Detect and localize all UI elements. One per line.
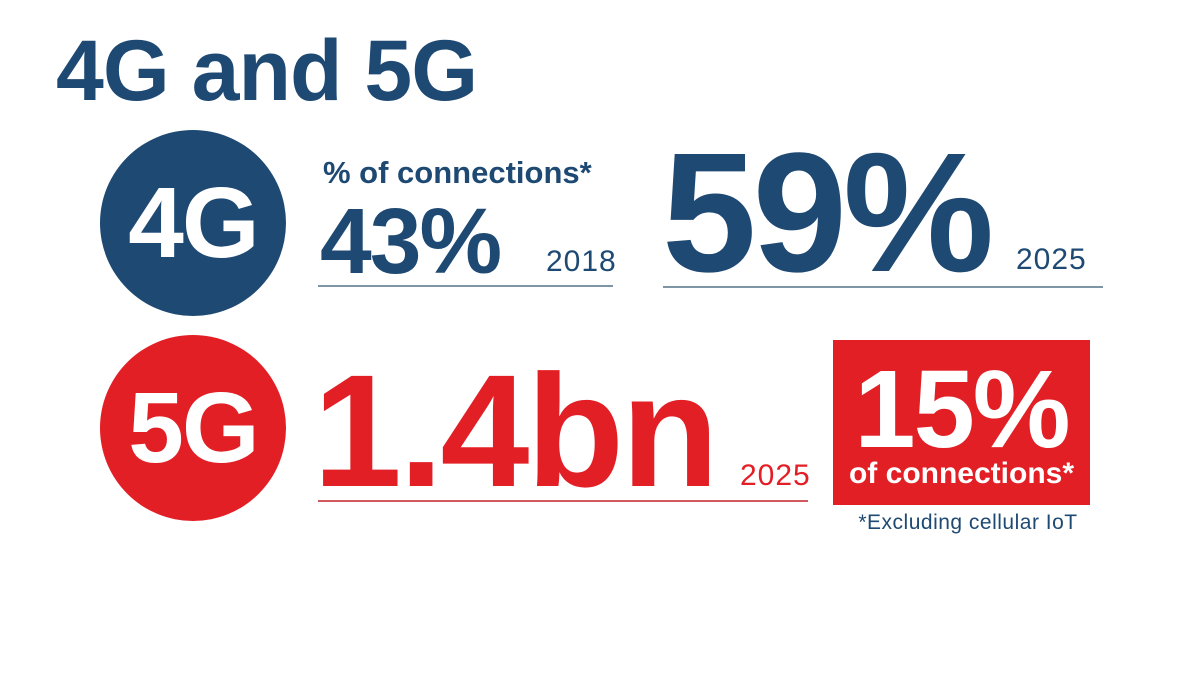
divider-5g-2025	[318, 500, 808, 502]
footnote: *Excluding cellular IoT	[858, 511, 1078, 534]
divider-4g-2025	[663, 286, 1103, 288]
4g-2018-year: 2018	[546, 245, 617, 278]
5g-badge: 5G	[100, 335, 286, 521]
5g-connections-value: 1.4bn	[313, 341, 719, 520]
4g-2018-value: 43%	[320, 189, 502, 293]
5g-connections-year: 2025	[740, 459, 811, 492]
5g-share-label: of connections*	[848, 457, 1074, 490]
4g-2025-year: 2025	[1016, 243, 1087, 276]
4g-badge: 4G	[100, 130, 286, 316]
4g-badge-label: 4G	[128, 167, 259, 279]
4g-2025-value: 59%	[662, 118, 994, 308]
divider-4g-2018	[318, 285, 613, 287]
5g-badge-label: 5G	[128, 372, 259, 484]
5g-share-value: 15%	[854, 348, 1070, 471]
5g-share-box: 15% of connections*	[833, 340, 1090, 505]
page-title: 4G and 5G	[56, 23, 478, 119]
connections-share-label: % of connections*	[323, 155, 592, 190]
